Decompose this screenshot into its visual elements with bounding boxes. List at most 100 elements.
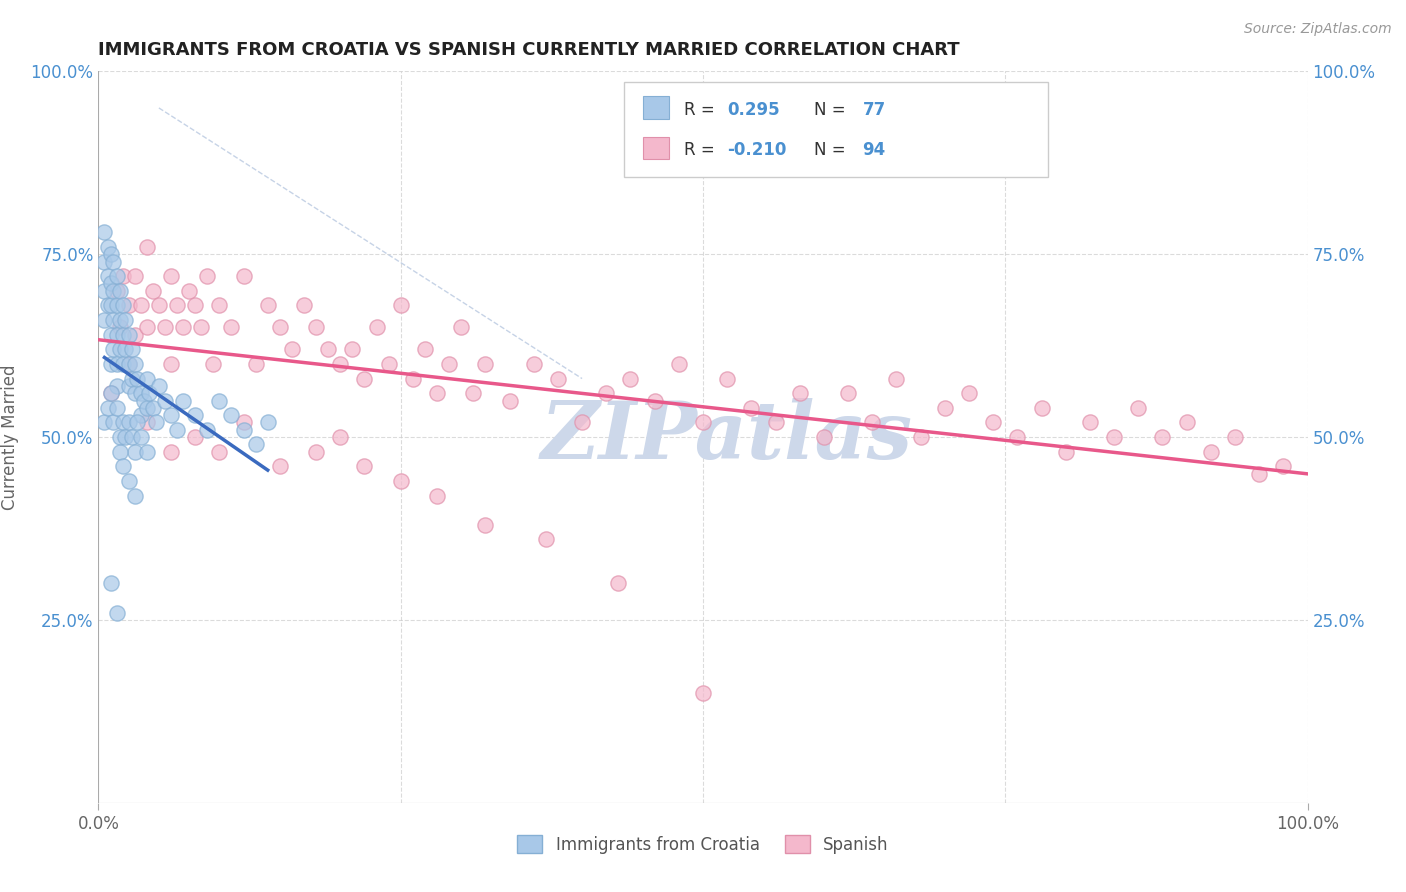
Point bbox=[97, 401, 120, 415]
Point bbox=[1102, 430, 1125, 444]
Text: ZIPatlas: ZIPatlas bbox=[541, 399, 914, 475]
Point bbox=[1152, 430, 1174, 444]
Point bbox=[160, 444, 183, 458]
Point bbox=[93, 284, 115, 298]
Point bbox=[108, 313, 131, 327]
Point bbox=[111, 459, 134, 474]
Point bbox=[160, 357, 183, 371]
Point bbox=[111, 357, 134, 371]
Point bbox=[305, 444, 328, 458]
Point bbox=[97, 298, 120, 312]
Point bbox=[172, 320, 194, 334]
Point bbox=[129, 430, 152, 444]
Point bbox=[100, 576, 122, 591]
Point bbox=[437, 357, 460, 371]
Point bbox=[789, 386, 811, 401]
Point bbox=[389, 474, 412, 488]
Point bbox=[100, 357, 122, 371]
Point bbox=[121, 371, 143, 385]
Text: N =: N = bbox=[814, 141, 851, 160]
Point bbox=[1249, 467, 1271, 481]
Point bbox=[93, 225, 115, 239]
Point bbox=[957, 386, 980, 401]
Point bbox=[450, 320, 472, 334]
Point bbox=[498, 393, 520, 408]
Point bbox=[413, 343, 436, 357]
Point bbox=[305, 320, 328, 334]
Point bbox=[124, 489, 146, 503]
Point bbox=[208, 444, 231, 458]
Point bbox=[127, 416, 149, 430]
Text: R =: R = bbox=[683, 101, 720, 120]
Point bbox=[148, 298, 170, 312]
Point bbox=[108, 320, 131, 334]
Point bbox=[118, 298, 141, 312]
Point bbox=[121, 343, 143, 357]
Point bbox=[232, 423, 254, 437]
Point bbox=[114, 343, 136, 357]
Point bbox=[101, 313, 124, 327]
Point bbox=[105, 357, 128, 371]
Point bbox=[105, 379, 128, 393]
Point bbox=[716, 371, 738, 385]
Point bbox=[135, 401, 157, 415]
Point bbox=[105, 606, 128, 620]
Point bbox=[474, 517, 496, 532]
Point bbox=[184, 430, 207, 444]
Point bbox=[111, 269, 134, 284]
Point bbox=[232, 269, 254, 284]
Point bbox=[114, 313, 136, 327]
Point bbox=[934, 401, 956, 415]
Point bbox=[269, 459, 291, 474]
Point bbox=[426, 489, 449, 503]
Point bbox=[208, 393, 231, 408]
Point bbox=[105, 269, 128, 284]
Point bbox=[377, 357, 399, 371]
Point bbox=[1128, 401, 1150, 415]
Point bbox=[124, 357, 146, 371]
Legend: Immigrants from Croatia, Spanish: Immigrants from Croatia, Spanish bbox=[510, 829, 896, 860]
Point bbox=[195, 423, 218, 437]
Point bbox=[101, 343, 124, 357]
Point bbox=[172, 393, 194, 408]
FancyBboxPatch shape bbox=[643, 136, 669, 159]
Point bbox=[97, 269, 120, 284]
Point bbox=[644, 393, 666, 408]
Point bbox=[195, 269, 218, 284]
Point bbox=[619, 371, 641, 385]
Point bbox=[135, 444, 157, 458]
Point bbox=[1199, 444, 1222, 458]
Point bbox=[135, 240, 157, 254]
Point bbox=[1078, 416, 1101, 430]
Point bbox=[129, 386, 152, 401]
Point bbox=[135, 320, 157, 334]
Point bbox=[134, 393, 156, 408]
Point bbox=[837, 386, 859, 401]
FancyBboxPatch shape bbox=[643, 96, 669, 119]
Point bbox=[148, 379, 170, 393]
Point bbox=[118, 357, 141, 371]
Point bbox=[160, 269, 183, 284]
Point bbox=[160, 408, 183, 422]
Point bbox=[101, 284, 124, 298]
Point bbox=[329, 357, 352, 371]
Point bbox=[100, 327, 122, 342]
Point bbox=[221, 408, 243, 422]
Point bbox=[886, 371, 908, 385]
Point bbox=[269, 320, 291, 334]
Point bbox=[463, 386, 485, 401]
Point bbox=[145, 416, 167, 430]
Point bbox=[353, 371, 375, 385]
Point bbox=[1007, 430, 1029, 444]
Point bbox=[202, 357, 225, 371]
Point bbox=[232, 416, 254, 430]
Point bbox=[166, 298, 188, 312]
Text: N =: N = bbox=[814, 101, 851, 120]
Point bbox=[101, 416, 124, 430]
Point bbox=[93, 254, 115, 268]
Point bbox=[118, 327, 141, 342]
Text: 77: 77 bbox=[863, 101, 886, 120]
Point bbox=[692, 686, 714, 700]
Text: IMMIGRANTS FROM CROATIA VS SPANISH CURRENTLY MARRIED CORRELATION CHART: IMMIGRANTS FROM CROATIA VS SPANISH CURRE… bbox=[98, 41, 960, 59]
Point bbox=[105, 284, 128, 298]
